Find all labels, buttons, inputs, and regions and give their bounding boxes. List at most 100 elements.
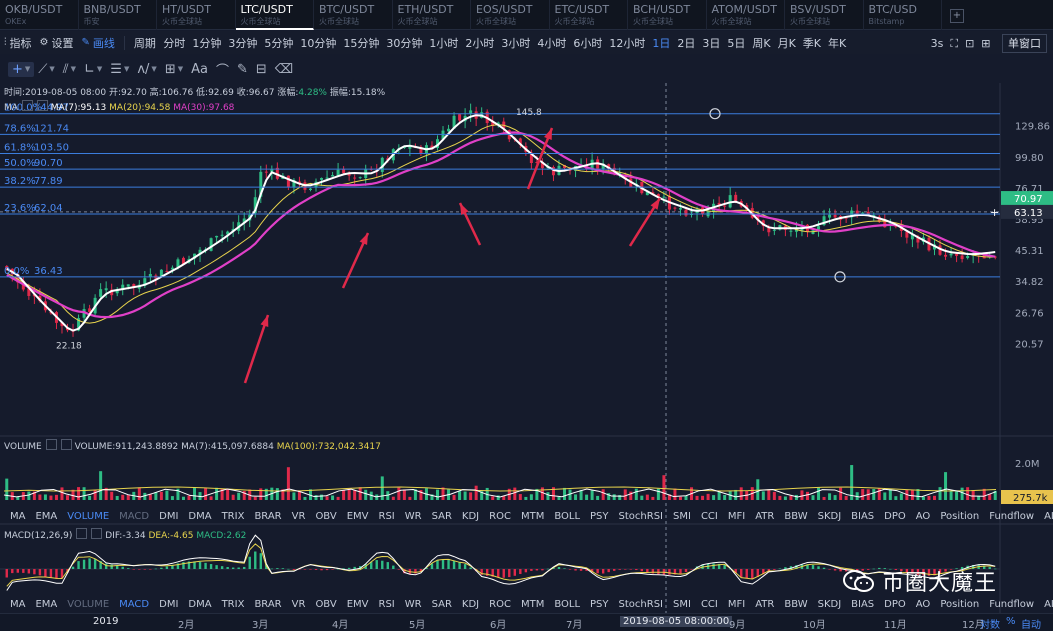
indicator-tab-psy[interactable]: PSY [590,510,609,522]
period-19[interactable]: 季K [802,36,822,50]
draw-tool-0-icon[interactable]: + ▼ [8,61,35,77]
refresh-interval[interactable]: 3s [930,37,944,50]
indicator-tab-position[interactable]: Position [940,598,980,610]
axis-mode-pct[interactable]: % [1006,616,1016,627]
period-0[interactable]: 分时 [163,36,186,50]
indicator-tab-ao[interactable]: AO [915,598,931,610]
indicator-tab-mfi[interactable]: MFI [727,510,746,522]
indicator-tab-sar[interactable]: SAR [431,510,452,522]
indicator-tab-volume[interactable]: VOLUME [67,510,110,522]
indicator-tab-ma[interactable]: MA [10,510,26,522]
fib-anchor-handle[interactable] [834,271,846,283]
indicator-tab-atr[interactable]: ATR [755,598,775,610]
indicator-tab-stochrsi[interactable]: StochRSI [618,510,663,522]
period-11[interactable]: 6小时 [573,36,603,50]
indicator-tab-ema[interactable]: EMA [35,510,58,522]
indicator-tab-mfi[interactable]: MFI [727,598,746,610]
tab-okb-usdt[interactable]: OKB/USDT OKEx [0,0,79,30]
indicator-tab-boll[interactable]: BOLL [554,598,581,610]
indicator-tab-dma[interactable]: DMA [188,510,212,522]
indicator-tab-sar[interactable]: SAR [431,598,452,610]
draw-tool-2-icon[interactable]: ⫽ ▼ [59,62,80,77]
period-17[interactable]: 周K [752,36,771,50]
indicator-tab-fundflow[interactable]: Fundflow [989,598,1035,610]
indicator-tab-position[interactable]: Position [940,510,980,522]
settings-icon[interactable] [21,100,33,111]
draw-tool-10-icon[interactable]: ⊟ [252,62,271,77]
add-tab-button[interactable]: + [950,9,964,23]
fib-anchor-handle[interactable] [709,108,721,120]
indicator-tab-wr[interactable]: WR [404,598,422,610]
period-18[interactable]: 月K [777,36,796,50]
tab-etc-usdt[interactable]: ETC/USDT 火币全球站 [550,0,628,30]
axis-mode-auto[interactable]: 自动 [1021,620,1041,631]
tab-ht-usdt[interactable]: HT/USDT 火币全球站 [157,0,236,30]
settings-icon[interactable] [76,528,88,539]
indicator-tab-roc[interactable]: ROC [489,598,511,610]
tab-bsv-usdt[interactable]: BSV/USDT 火币全球站 [785,0,864,30]
indicator-tab-kdj[interactable]: KDJ [461,510,480,522]
tab-atom-usdt[interactable]: ATOM/USDT 火币全球站 [707,0,785,30]
close-icon[interactable] [60,439,72,450]
settings-button[interactable]: ⚙ 设置 [36,35,78,51]
period-7[interactable]: 1小时 [429,36,459,50]
indicator-tab-vr[interactable]: VR [291,510,306,522]
indicator-tab-bias[interactable]: BIAS [851,510,875,522]
draw-tool-8-icon[interactable]: ⌒ [212,60,233,79]
screenshot-icon[interactable]: ⊡ [965,37,975,50]
indicator-tab-skdj[interactable]: SKDJ [817,510,842,522]
period-9[interactable]: 3小时 [501,36,531,50]
draw-tool-9-icon[interactable]: ✎ [233,62,252,77]
period-2[interactable]: 3分钟 [228,36,258,50]
period-12[interactable]: 12小时 [609,36,646,50]
axis-mode-log[interactable]: 对数 [980,620,1000,631]
tab-btc-usd[interactable]: BTC/USD Bitstamp [864,0,942,30]
close-icon[interactable] [36,100,48,111]
draw-tool-7-icon[interactable]: Aa [187,62,212,77]
indicator-tab-bbw[interactable]: BBW [784,510,808,522]
period-3[interactable]: 5分钟 [264,36,294,50]
indicator-tab-emv[interactable]: EMV [346,510,369,522]
price-chart[interactable]: 100.0%144.9778.6%121.7461.8%103.5050.0%9… [0,83,1053,613]
indicator-tab-trix[interactable]: TRIX [221,510,245,522]
period-20[interactable]: 年K [828,36,847,50]
drawing-button[interactable]: ✎ 画线 [77,35,118,51]
indicator-tab-volume[interactable]: VOLUME [67,598,110,610]
window-mode-select[interactable]: 单窗口 [1002,34,1047,53]
indicator-tab-ema[interactable]: EMA [35,598,58,610]
chevron-down-icon[interactable]: ▼ [177,65,184,73]
indicator-tab-ao[interactable]: AO [915,510,931,522]
indicator-tab-emv[interactable]: EMV [346,598,369,610]
period-10[interactable]: 4小时 [537,36,567,50]
period-14[interactable]: 2日 [677,36,696,50]
draw-tool-4-icon[interactable]: ☰ ▼ [106,62,133,77]
indicator-tab-smi[interactable]: SMI [673,598,691,610]
indicator-tab-wr[interactable]: WR [404,510,422,522]
indicator-tab-mtm[interactable]: MTM [520,598,545,610]
layout-icon[interactable]: ⊞ [981,37,991,50]
period-4[interactable]: 10分钟 [300,36,337,50]
indicator-tab-smi[interactable]: SMI [673,510,691,522]
tab-ltc-usdt[interactable]: LTC/USDT 火币全球站 [235,0,314,30]
indicator-tab-vr[interactable]: VR [291,598,306,610]
indicator-tab-macd[interactable]: MACD [119,598,150,610]
chevron-down-icon[interactable]: ▼ [70,65,76,73]
fullscreen-icon[interactable]: ⛶ [950,36,959,50]
indicators-button[interactable]: ⫶ 指标 [0,35,36,51]
indicator-tab-mtm[interactable]: MTM [520,510,545,522]
period-13[interactable]: 1日 [652,36,671,50]
indicator-tab-macd[interactable]: MACD [119,510,150,522]
indicator-tab-ma[interactable]: MA [10,598,26,610]
period-1[interactable]: 1分钟 [192,36,222,50]
chevron-down-icon[interactable]: ▼ [24,65,31,73]
period-8[interactable]: 2小时 [465,36,495,50]
indicator-tab-dpo[interactable]: DPO [884,510,906,522]
period-16[interactable]: 5日 [727,36,746,50]
tab-bch-usdt[interactable]: BCH/USDT 火币全球站 [628,0,707,30]
indicator-tab-cci[interactable]: CCI [700,598,718,610]
tab-eos-usdt[interactable]: EOS/USDT 火币全球站 [471,0,550,30]
indicator-tab-obv[interactable]: OBV [315,510,337,522]
tab-eth-usdt[interactable]: ETH/USDT 火币全球站 [393,0,471,30]
period-6[interactable]: 30分钟 [386,36,423,50]
draw-tool-11-icon[interactable]: ⌫ [271,62,297,77]
